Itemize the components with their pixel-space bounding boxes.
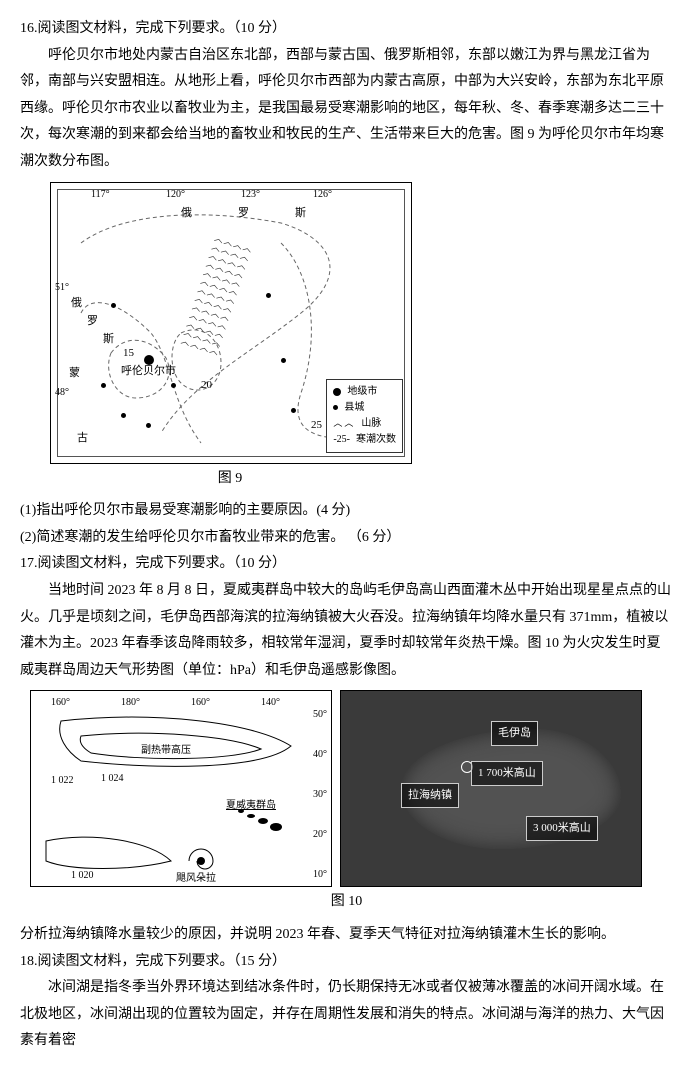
fig9-city-dot bbox=[144, 355, 154, 365]
fig9-lon-0: 117° bbox=[91, 185, 110, 204]
fig9-iso-25: 25 bbox=[311, 415, 322, 436]
fig9-lon-1: 120° bbox=[166, 185, 185, 204]
fig9-russia-v2: 罗 bbox=[87, 311, 98, 332]
fig9-town-dot bbox=[146, 423, 151, 428]
fig9-lon-3: 126° bbox=[313, 185, 332, 204]
q18-paragraph: 冰间湖是指冬季当外界环境达到结冰条件时，仍长期保持无冰或者仅被薄冰覆盖的冰间开阔… bbox=[20, 975, 673, 1055]
fig9-russia-top: 俄 罗 斯 bbox=[181, 203, 314, 224]
fig9-russia-v1: 俄 bbox=[71, 293, 82, 314]
q17-title: 17.阅读图文材料，完成下列要求。（10 分） bbox=[20, 551, 673, 578]
figure-10-right-panel: 毛伊岛 1 700米高山 拉海纳镇 3 000米高山 bbox=[340, 690, 642, 887]
fig9-lon-2: 123° bbox=[241, 185, 260, 204]
figure-10: 160° 180° 160° 140° 50° 40° 30° 20° 10° bbox=[20, 690, 673, 887]
fig9-iso-20: 20 bbox=[201, 375, 212, 396]
fig9-mongolia-1: 蒙 bbox=[69, 363, 80, 384]
fig9-lat-1: 48° bbox=[55, 383, 69, 402]
q16-sub1: (1)指出呼伦贝尔市最易受寒潮影响的主要原因。(4 分) bbox=[20, 498, 673, 525]
fig9-russia-v3: 斯 bbox=[103, 329, 114, 350]
fig10-peak1-tag: 1 700米高山 bbox=[471, 761, 543, 786]
fig10-hp-1020: 1 020 bbox=[71, 866, 94, 885]
fig9-town-dot bbox=[281, 358, 286, 363]
fig10-hawaii-label: 夏威夷群岛 bbox=[226, 796, 276, 815]
fig9-town-dot bbox=[101, 383, 106, 388]
q16-title: 16.阅读图文材料，完成下列要求。（10 分） bbox=[20, 16, 673, 43]
fig9-iso-15: 15 bbox=[123, 343, 134, 364]
fig9-town-dot bbox=[291, 408, 296, 413]
fig9-town-dot bbox=[111, 303, 116, 308]
figure-10-left-panel: 160° 180° 160° 140° 50° 40° 30° 20° 10° bbox=[30, 690, 332, 887]
fig9-legend-county: 县城 bbox=[344, 400, 364, 416]
fig9-town-dot bbox=[121, 413, 126, 418]
figure-9: 117° 120° 123° 126° 51° 48° ︿︿︿︿︿︿︿︿︿︿︿︿… bbox=[20, 182, 673, 464]
fig10-hp-1024: 1 024 bbox=[101, 769, 124, 788]
q17-paragraph: 当地时间 2023 年 8 月 8 日，夏威夷群岛中较大的岛屿毛伊岛高山西面灌木… bbox=[20, 578, 673, 684]
fig10-maui-tag: 毛伊岛 bbox=[491, 721, 538, 746]
q17-sub1: 分析拉海纳镇降水量较少的原因，并说明 2023 年春、夏季天气特征对拉海纳镇灌木… bbox=[20, 922, 673, 949]
fig10-storm-label: 飓风朵拉 bbox=[176, 869, 216, 888]
fig9-town-dot bbox=[171, 383, 176, 388]
fig10-lahaina-tag: 拉海纳镇 bbox=[401, 783, 459, 808]
fig10-peak2-tag: 3 000米高山 bbox=[526, 816, 598, 841]
q18-title: 18.阅读图文材料，完成下列要求。（15 分） bbox=[20, 949, 673, 976]
q16-sub2: (2)简述寒潮的发生给呼伦贝尔市畜牧业带来的危害。 （6 分） bbox=[20, 525, 673, 552]
figure-9-caption: 图 9 bbox=[20, 466, 440, 493]
fig10-hp-1022: 1 022 bbox=[51, 771, 74, 790]
fig9-legend-mtn: 山脉 bbox=[361, 416, 381, 432]
fig9-town-dot bbox=[266, 293, 271, 298]
figure-9-map: 117° 120° 123° 126° 51° 48° ︿︿︿︿︿︿︿︿︿︿︿︿… bbox=[50, 182, 412, 464]
q16-paragraph: 呼伦贝尔市地处内蒙古自治区东北部，西部与蒙古国、俄罗斯相邻，东部以嫩江为界与黑龙… bbox=[20, 43, 673, 176]
fig9-lat-0: 51° bbox=[55, 278, 69, 297]
figure-10-caption: 图 10 bbox=[20, 889, 673, 916]
fig9-legend-city: 地级市 bbox=[347, 384, 377, 400]
fig9-mongolia-2: 古 bbox=[77, 428, 88, 449]
fig10-hp-label: 副热带高压 bbox=[141, 741, 191, 760]
fig9-legend-iso: 寒潮次数 bbox=[356, 432, 396, 448]
fig10-left-svg bbox=[31, 691, 331, 886]
fig9-legend: 地级市 县城 ︿︿山脉 -25-寒潮次数 bbox=[326, 379, 403, 453]
fig9-legend-iso-sample: -25- bbox=[333, 432, 350, 448]
